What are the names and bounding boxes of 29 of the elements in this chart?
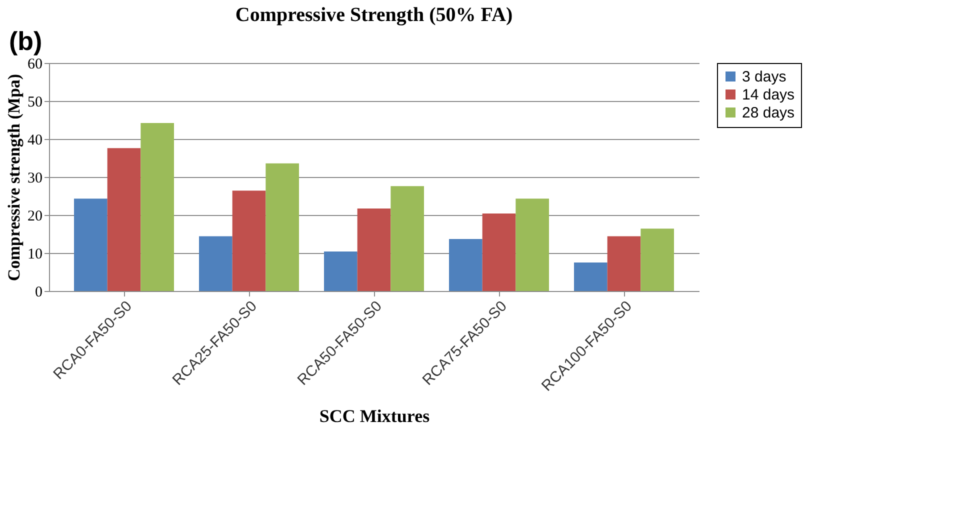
bar xyxy=(574,262,608,291)
bar xyxy=(390,186,424,291)
bar xyxy=(516,198,549,291)
x-axis-title: SCC Mixtures xyxy=(319,406,430,426)
y-tick-label: 0 xyxy=(35,284,42,300)
legend-label: 3 days xyxy=(742,68,786,86)
bar xyxy=(74,198,108,291)
y-tick-label: 60 xyxy=(28,56,42,72)
bar xyxy=(449,238,482,291)
y-tick-label: 20 xyxy=(28,208,42,224)
bar xyxy=(107,148,141,291)
bar xyxy=(232,190,266,291)
text: (b) xyxy=(9,26,42,56)
bar xyxy=(266,163,299,291)
bar xyxy=(140,123,174,291)
bar xyxy=(199,236,232,291)
y-tick-label: 10 xyxy=(28,246,42,262)
chart-title: Compressive Strength (50% FA) xyxy=(235,4,513,26)
bar xyxy=(357,208,391,291)
y-tick-label: 40 xyxy=(28,132,42,148)
legend-label: 14 days xyxy=(742,86,795,104)
y-tick-label: 30 xyxy=(28,170,42,186)
bar xyxy=(324,251,358,291)
y-tick-label: 50 xyxy=(28,94,42,110)
y-axis-title: Compressive strength (Mpa) xyxy=(4,74,24,282)
bar xyxy=(482,213,516,291)
legend-label: 28 days xyxy=(742,104,795,122)
bar xyxy=(607,236,641,291)
bar xyxy=(640,228,674,291)
